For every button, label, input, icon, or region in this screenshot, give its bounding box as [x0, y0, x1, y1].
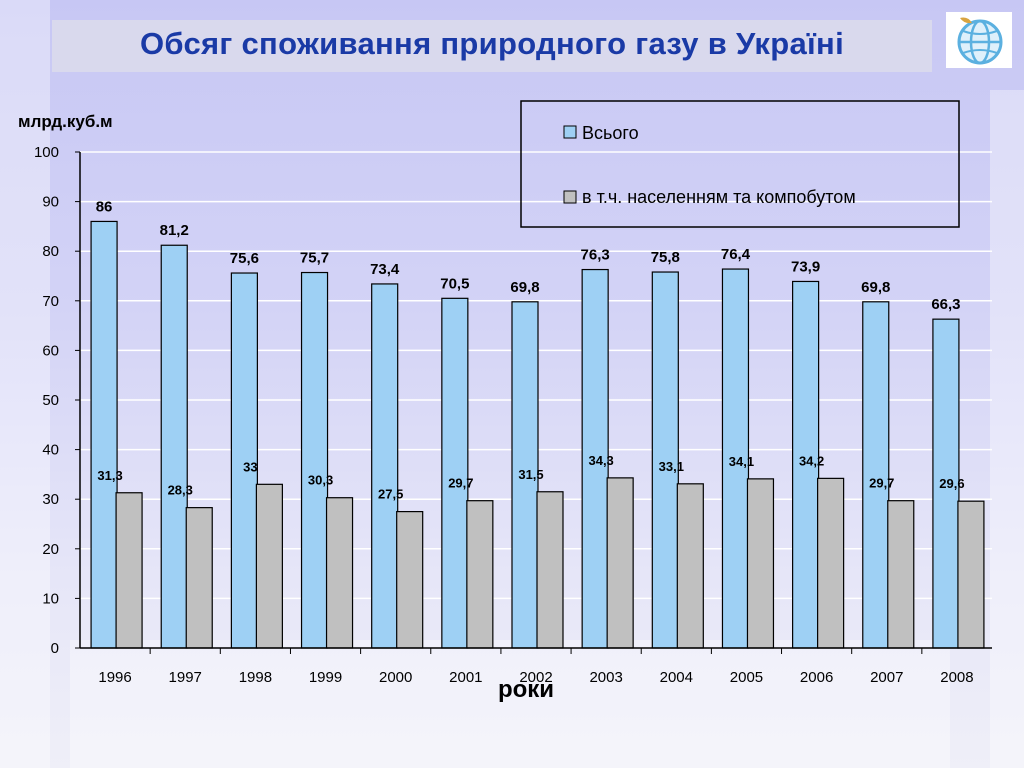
data-label-total: 69,8 — [861, 279, 890, 296]
background-block — [0, 0, 50, 768]
bars — [90, 220, 985, 649]
y-tick-label: 0 — [51, 640, 59, 657]
data-label-population: 30,3 — [308, 473, 333, 488]
bar-population — [957, 500, 985, 649]
data-label-total: 66,3 — [931, 296, 960, 313]
data-label-population: 29,7 — [869, 476, 894, 491]
data-label-total: 73,9 — [791, 258, 820, 275]
bar-total — [441, 297, 469, 649]
bar-population — [325, 497, 354, 649]
bar-total — [230, 272, 258, 649]
bar-total — [581, 268, 609, 649]
y-tick-label: 80 — [42, 243, 59, 260]
bar-population — [466, 500, 494, 649]
data-labels: 86 31,3 81,2 28,3 75,6 33 75,7 30,3 73,4 27,5 70,5… — [96, 198, 965, 501]
legend: Всього в т.ч. населенням та компобутом — [520, 100, 960, 228]
background-block — [70, 640, 950, 768]
x-tick-label: 2007 — [870, 669, 903, 686]
data-label-total: 81,2 — [160, 222, 189, 239]
logo — [946, 12, 1012, 68]
bar-population — [185, 507, 213, 649]
x-tick-label: 2008 — [940, 669, 973, 686]
x-tick-label: 1997 — [169, 669, 202, 686]
x-tick-label: 2004 — [660, 669, 693, 686]
data-label-total: 76,4 — [721, 246, 751, 263]
data-label-total: 75,6 — [230, 250, 259, 267]
x-tick-label: 2001 — [449, 669, 482, 686]
data-label-population: 31,5 — [518, 467, 543, 482]
y-tick-label: 50 — [42, 392, 59, 409]
x-tick-label: 1996 — [98, 669, 131, 686]
bar-total — [160, 244, 188, 649]
y-tick-label: 30 — [42, 491, 59, 508]
data-label-population: 28,3 — [168, 483, 193, 498]
x-tick-label: 1999 — [309, 669, 342, 686]
legend-swatch-total — [563, 125, 577, 139]
legend-label-total: Всього — [582, 123, 639, 143]
data-label-total: 69,8 — [510, 279, 539, 296]
data-label-population: 27,5 — [378, 487, 403, 502]
data-label-total: 86 — [96, 198, 113, 215]
data-label-total: 76,3 — [581, 247, 610, 264]
title-bar: Обсяг споживання природного газу в Украї… — [52, 20, 932, 72]
data-label-population: 34,2 — [799, 453, 824, 468]
y-tick-label: 70 — [42, 293, 59, 310]
data-label-total: 70,5 — [440, 275, 469, 292]
x-tick-label: 2000 — [379, 669, 412, 686]
y-tick-label: 100 — [34, 144, 59, 161]
bar-population — [396, 511, 424, 649]
data-label-population: 31,3 — [97, 468, 122, 483]
x-tick-label: 2005 — [730, 669, 763, 686]
bar-total — [90, 220, 118, 649]
bar-population — [746, 478, 775, 649]
globe-logo-icon — [957, 17, 1003, 65]
bar-population — [676, 483, 704, 649]
legend-label-population: в т.ч. населенням та компобутом — [582, 187, 856, 207]
background-block — [990, 90, 1024, 768]
data-label-population: 34,1 — [729, 454, 754, 469]
y-tick-label: 60 — [42, 342, 59, 359]
legend-box — [520, 100, 960, 228]
data-label-population: 33,1 — [659, 459, 684, 474]
y-tick-label: 40 — [42, 442, 59, 459]
bar-population — [255, 483, 283, 649]
bar-total — [300, 271, 329, 649]
x-tick-label: 2002 — [519, 669, 552, 686]
y-tick-label: 20 — [42, 541, 59, 558]
y-axis-label: млрд.куб.м — [18, 112, 113, 131]
y-tick-labels: 0 10 20 30 40 50 60 70 80 90 100 — [34, 144, 59, 657]
bar-total — [511, 301, 539, 649]
page-title: Обсяг споживання природного газу в Украї… — [140, 26, 844, 61]
bar-total — [371, 283, 399, 649]
data-label-total: 75,7 — [300, 250, 329, 267]
bar-population — [887, 500, 915, 649]
bar-population — [115, 492, 143, 649]
data-label-total: 73,4 — [370, 261, 400, 278]
axes — [79, 152, 992, 649]
data-label-population: 29,7 — [448, 476, 473, 491]
data-label-population: 33 — [243, 459, 257, 474]
data-label-total: 75,8 — [651, 249, 680, 266]
x-axis-label: роки — [498, 676, 554, 703]
bar-population — [817, 477, 845, 649]
bar-total — [721, 268, 750, 649]
bar-total — [932, 318, 960, 649]
x-tick-label: 2003 — [589, 669, 622, 686]
y-tick-label: 10 — [42, 590, 59, 607]
bar-total — [862, 301, 890, 649]
x-tick-label: 2006 — [800, 669, 833, 686]
data-label-population: 29,6 — [939, 476, 964, 491]
bar-total — [651, 271, 679, 649]
bar-total — [792, 280, 820, 649]
x-tick-labels: 1996 1997 1998 1999 2000 2001 2002 2003 2004 2005… — [98, 648, 974, 686]
data-label-population: 34,3 — [588, 453, 613, 468]
legend-swatch-population — [563, 190, 577, 204]
bar-population — [606, 477, 634, 649]
y-tick-label: 90 — [42, 194, 59, 211]
bar-population — [536, 491, 564, 649]
x-tick-label: 1998 — [239, 669, 272, 686]
